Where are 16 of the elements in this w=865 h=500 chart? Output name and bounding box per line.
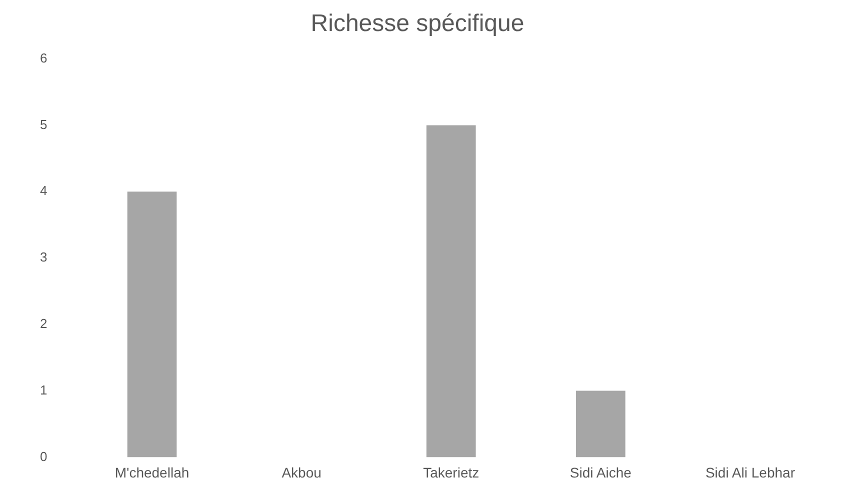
y-tick-label: 4 — [40, 183, 48, 198]
x-tick-label: Sidi Aiche — [570, 464, 632, 480]
y-tick-label: 2 — [40, 316, 48, 331]
y-tick-label: 0 — [40, 448, 48, 464]
bar — [576, 390, 626, 458]
y-tick-label: 1 — [40, 382, 48, 398]
x-tick-label: Takerietz — [423, 464, 480, 480]
x-tick-label: M'chedellah — [114, 464, 190, 480]
x-tick-label: Akbou — [282, 464, 322, 480]
x-tick-label: Sidi Ali Lebhar — [705, 464, 796, 480]
bar — [127, 192, 177, 458]
y-tick-label: 3 — [40, 250, 48, 265]
y-tick-label: 5 — [40, 116, 48, 132]
bar — [426, 125, 476, 458]
y-tick-label: 6 — [40, 50, 48, 66]
chart-title: Richesse spécifique — [310, 10, 524, 38]
